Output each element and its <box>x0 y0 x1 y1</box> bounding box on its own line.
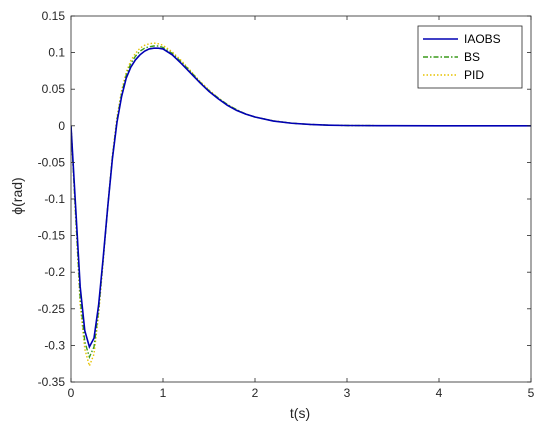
y-tick-label: 0.1 <box>48 46 65 60</box>
x-tick-label: 2 <box>252 386 259 400</box>
plot-area <box>71 42 531 369</box>
y-tick-label: -0.35 <box>38 375 66 389</box>
y-tick-label: -0.2 <box>44 265 65 279</box>
y-axis-label: ϕ(rad) <box>9 177 25 214</box>
y-tick-label: 0.15 <box>42 9 66 23</box>
y-tick-label: 0 <box>58 119 65 133</box>
y-tick-label: -0.25 <box>38 302 66 316</box>
y-tick-label: -0.1 <box>44 192 65 206</box>
y-tick-label: -0.3 <box>44 338 65 352</box>
axes: 0 1 2 3 4 5 -0.35 -0.3 -0.25 -0.2 -0.15 -0.1 -0.05 0 0… <box>38 9 535 400</box>
y-tick-label: -0.05 <box>38 155 66 169</box>
y-tick-label: 0.05 <box>42 82 66 96</box>
legend-label-bs: BS <box>464 50 480 64</box>
x-tick-label: 0 <box>68 386 75 400</box>
x-tick-label: 1 <box>160 386 167 400</box>
legend: IAOBS BS PID <box>417 25 523 89</box>
legend-label-iaobs: IAOBS <box>464 32 501 46</box>
series-line-iaobs <box>71 47 531 350</box>
y-tick-label: -0.15 <box>38 229 66 243</box>
x-tick-label: 5 <box>528 386 535 400</box>
x-tick-label: 3 <box>344 386 351 400</box>
x-tick-label: 4 <box>436 386 443 400</box>
x-axis-label: t(s) <box>290 405 310 421</box>
legend-label-pid: PID <box>464 68 484 82</box>
